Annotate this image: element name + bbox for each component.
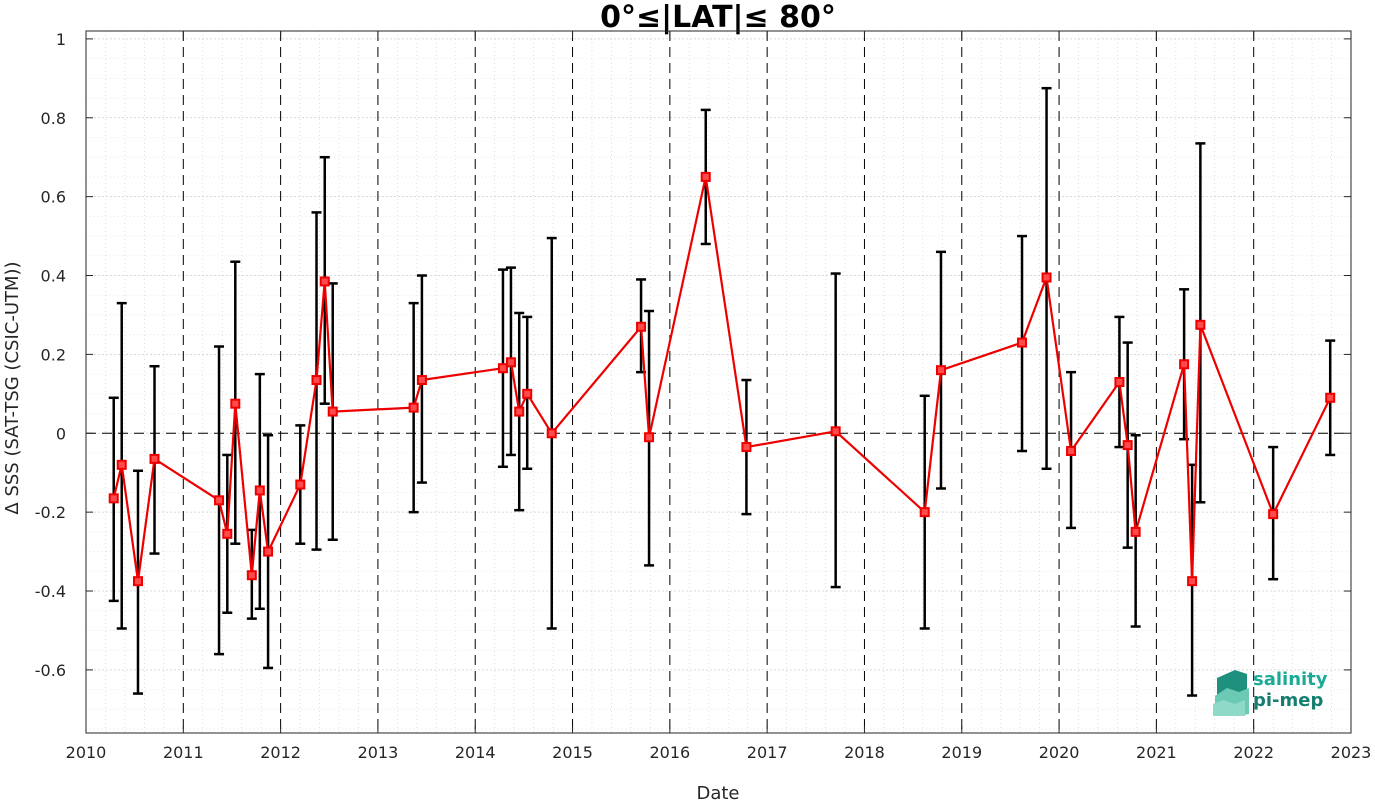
data-point-marker xyxy=(514,406,525,417)
data-point-marker xyxy=(214,495,225,506)
data-point-marker xyxy=(132,576,143,587)
x-tick-label: 2019 xyxy=(941,743,982,762)
data-point-marker xyxy=(700,171,711,182)
grid-layer xyxy=(86,31,1351,733)
x-tick-label: 2016 xyxy=(649,743,690,762)
series-line-layer xyxy=(112,175,1332,583)
data-point-marker xyxy=(1179,359,1190,370)
y-axis-label: Δ SSS (SAT-TSG (CSIC-UTM)) xyxy=(2,261,23,514)
data-point-marker xyxy=(295,479,306,490)
data-point-marker xyxy=(149,453,160,464)
x-tick-label: 2012 xyxy=(260,743,301,762)
y-tick-label: 0.2 xyxy=(41,345,66,364)
data-point-marker xyxy=(505,357,516,368)
y-tick-label: 1 xyxy=(56,30,66,49)
data-point-marker xyxy=(327,406,338,417)
data-point-marker xyxy=(263,546,274,557)
data-point-marker xyxy=(644,432,655,443)
y-tick-label: -0.2 xyxy=(35,503,66,522)
errorbar-layer xyxy=(108,86,1336,697)
data-point-marker xyxy=(919,507,930,518)
x-tick-label: 2015 xyxy=(552,743,593,762)
logo-text-salinity: salinity xyxy=(1253,669,1328,690)
x-tick-label: 2023 xyxy=(1331,743,1372,762)
y-tick-label: -0.6 xyxy=(35,661,66,680)
tick-mark-layer xyxy=(85,31,1352,733)
data-point-marker xyxy=(1017,337,1028,348)
data-point-marker xyxy=(1187,576,1198,587)
chart-title: 0°≤|LAT|≤ 80° xyxy=(600,0,836,35)
y-tick-label: 0.6 xyxy=(41,188,66,207)
plot-frame xyxy=(85,30,1352,734)
data-point-marker xyxy=(319,276,330,287)
data-point-marker xyxy=(636,321,647,332)
x-tick-label: 2011 xyxy=(163,743,204,762)
data-point-marker xyxy=(116,459,127,470)
data-point-marker xyxy=(222,528,233,539)
y-tick-label: -0.4 xyxy=(35,582,66,601)
y-tick-labels: 1 0.8 0.6 0.4 0.2 0 -0.2 -0.4 -0.6 xyxy=(35,30,66,680)
data-point-marker xyxy=(1122,440,1133,451)
data-point-marker xyxy=(408,402,419,413)
data-point-marker xyxy=(830,426,841,437)
x-tick-label: 2014 xyxy=(455,743,496,762)
x-axis-label: Date xyxy=(696,783,739,801)
data-point-marker xyxy=(935,365,946,376)
data-point-marker xyxy=(522,388,533,399)
data-point-marker xyxy=(108,493,119,504)
plot-area xyxy=(85,30,1352,734)
data-point-marker xyxy=(1130,526,1141,537)
data-point-marker xyxy=(1195,319,1206,330)
data-point-marker xyxy=(246,570,257,581)
x-tick-label: 2022 xyxy=(1233,743,1274,762)
data-point-marker xyxy=(311,375,322,386)
y-tick-label: 0.4 xyxy=(41,267,66,286)
data-point-marker xyxy=(1041,272,1052,283)
y-tick-label: 0 xyxy=(56,424,66,443)
x-tick-label: 2020 xyxy=(1039,743,1080,762)
data-point-marker xyxy=(254,485,265,496)
data-point-marker xyxy=(1114,377,1125,387)
y-tick-label: 0.8 xyxy=(41,109,66,128)
x-tick-label: 2018 xyxy=(844,743,885,762)
data-point-marker xyxy=(1325,392,1336,403)
logo-text-pi-mep: pi-mep xyxy=(1253,690,1323,711)
data-point-marker xyxy=(416,375,427,386)
x-tick-label: 2021 xyxy=(1136,743,1177,762)
data-point-marker xyxy=(230,398,241,409)
logo-wave-icon xyxy=(1213,670,1249,716)
marker-layer xyxy=(108,171,1336,587)
data-point-marker xyxy=(1268,509,1279,520)
data-point-marker xyxy=(497,363,508,374)
x-tick-label: 2017 xyxy=(747,743,788,762)
data-point-marker xyxy=(1066,446,1077,457)
data-point-marker xyxy=(741,442,752,453)
series-line xyxy=(112,175,1332,583)
x-tick-label: 2013 xyxy=(358,743,399,762)
year-divider-layer xyxy=(86,31,1351,733)
data-point-marker xyxy=(546,428,557,439)
x-tick-label: 2010 xyxy=(66,743,107,762)
x-tick-labels: 2010 2011 2012 2013 2014 2015 2016 2017 2018 2019… xyxy=(66,743,1372,762)
salinity-pi-mep-logo: salinity pi-mep xyxy=(1213,669,1328,716)
